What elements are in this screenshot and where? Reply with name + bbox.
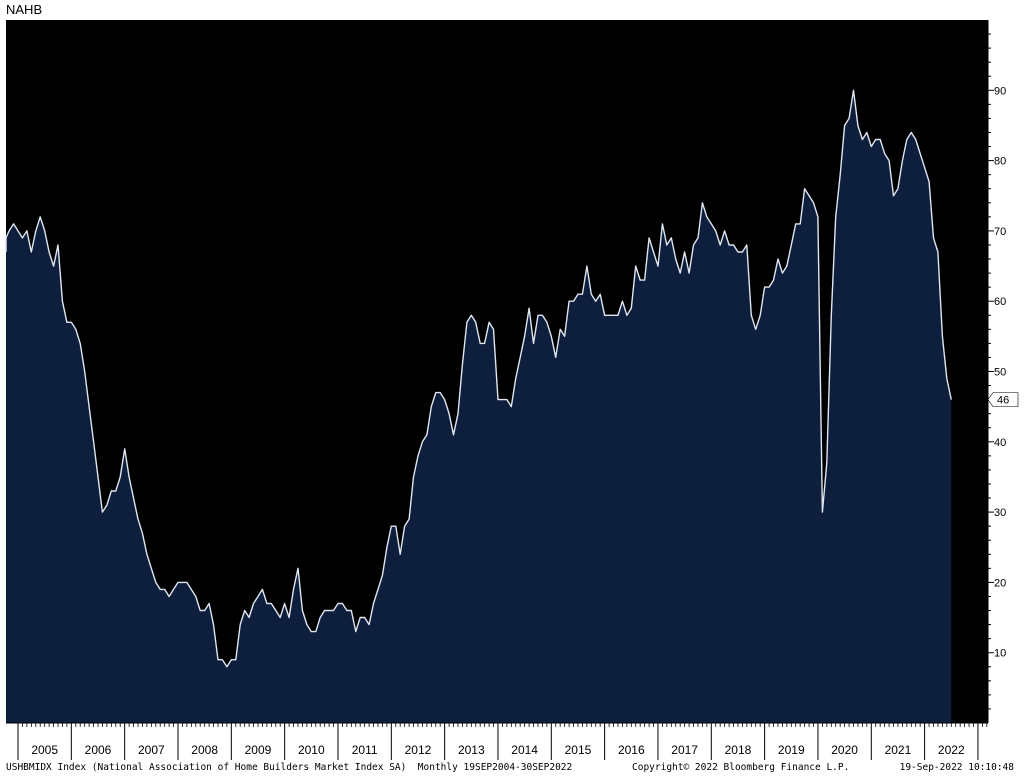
x-tick-label: 2013 — [458, 743, 485, 757]
series-area — [6, 90, 952, 724]
x-tick-label: 2018 — [725, 743, 752, 757]
y-tick-label: 60 — [994, 296, 1006, 308]
series-line — [5, 89, 952, 668]
y-tick-label: 30 — [994, 507, 1006, 519]
x-tick-label: 2016 — [618, 743, 645, 757]
y-tick-label: 10 — [994, 648, 1006, 660]
x-tick-label: 2011 — [352, 743, 378, 757]
x-tick-label: 2017 — [671, 743, 698, 757]
footer-timestamp: 19-Sep-2022 10:10:48 — [899, 762, 1014, 773]
last-value-label: 46 — [997, 395, 1009, 407]
x-tick-label: 2021 — [885, 743, 912, 757]
x-tick-label: 2015 — [565, 743, 592, 757]
x-tick-label: 2020 — [831, 743, 858, 757]
chart-title: NAHB — [6, 2, 43, 17]
x-tick-label: 2022 — [938, 743, 965, 757]
x-tick-label: 2006 — [85, 743, 112, 757]
chart: 10 20 30 40 50 60 70 80 90 46 2005 2006 2007 2008 2009… — [5, 20, 1019, 760]
y-tick-label: 20 — [994, 577, 1006, 589]
y-tick-label: 50 — [994, 367, 1006, 379]
footer-copyright-text: Copyright© 2022 Bloomberg Finance L.P. — [632, 762, 850, 773]
x-tick-label: 2005 — [31, 743, 58, 757]
y-tick-label: 70 — [994, 226, 1006, 238]
x-tick-label: 2007 — [138, 743, 165, 757]
y-tick-label: 90 — [994, 85, 1006, 97]
x-tick-label: 2012 — [405, 743, 432, 757]
footer: USHBMIDX Index (National Association of … — [0, 760, 1024, 777]
x-tick-label: 2019 — [778, 743, 805, 757]
x-tick-label: 2014 — [511, 743, 538, 757]
x-tick-label: 2009 — [245, 743, 272, 757]
x-tick-label: 2010 — [298, 743, 325, 757]
y-tick-label: 40 — [994, 437, 1006, 449]
x-tick-label: 2008 — [191, 743, 218, 757]
last-value-flag — [987, 392, 1019, 407]
footer-source-text: USHBMIDX Index (National Association of … — [6, 762, 573, 773]
y-tick-label: 80 — [994, 156, 1006, 168]
